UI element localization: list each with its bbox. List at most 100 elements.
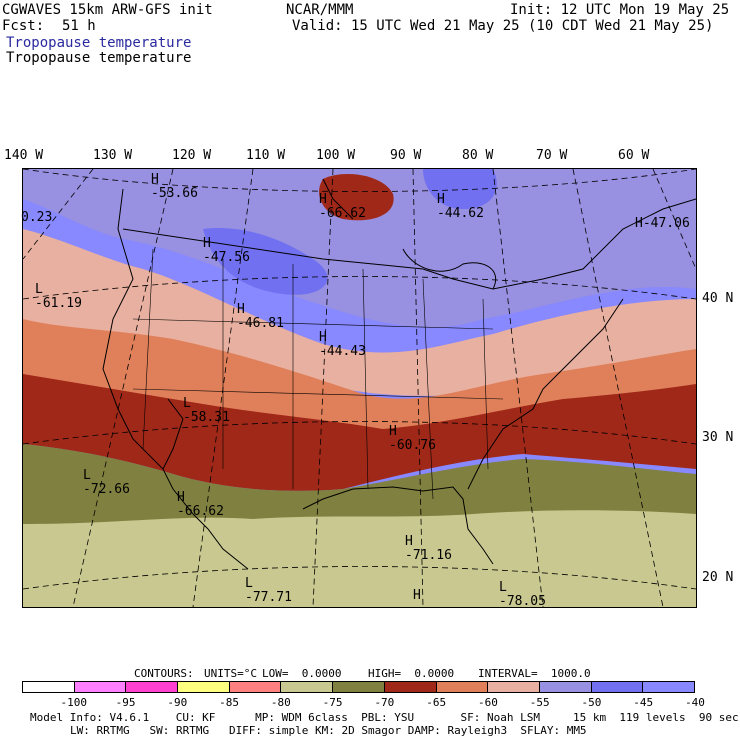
color-swatch	[126, 682, 179, 692]
map-panel: H -53.66 0.23 H -66.62 H -44.62 H-47.06 H -4…	[21, 168, 697, 609]
center-label: H -46.81	[237, 303, 284, 331]
center-value: -66.62	[319, 206, 366, 221]
field-title: Tropopause temperature	[6, 50, 192, 66]
color-bar-tick-label: -65	[426, 696, 447, 709]
color-swatch	[643, 682, 694, 692]
center-value: -47.06	[642, 216, 690, 231]
center-symbol: H	[635, 216, 643, 231]
color-swatch	[488, 682, 540, 692]
band-minus-70	[23, 444, 696, 532]
center-value: -53.66	[151, 186, 198, 201]
color-swatch	[178, 682, 230, 692]
center-label: H -47.56	[203, 237, 250, 265]
init-time: Init: 12 UTC Mon 19 May 25	[510, 2, 730, 18]
low-value: LOW= 0.0000	[262, 667, 342, 680]
center-label: H -53.66	[151, 173, 198, 201]
center-symbol: H	[177, 490, 185, 505]
center-value: -77.71	[245, 590, 292, 605]
model-info-line: Model Info: V4.6.1 CU: KF MP: WDM 6class…	[30, 711, 739, 724]
lon-label-100w: 100 W	[316, 148, 356, 163]
warm-patch-hudson	[423, 169, 497, 209]
color-swatch	[281, 682, 334, 692]
color-swatch	[436, 682, 489, 692]
lon-label-130w: 130 W	[93, 148, 133, 163]
graticule	[23, 169, 696, 607]
color-swatch	[333, 682, 385, 692]
center-symbol: H	[203, 236, 211, 251]
color-bar-tick-label: -55	[529, 696, 550, 709]
color-bar-tick-label: -70	[374, 696, 395, 709]
contours-label: CONTOURS:	[134, 667, 194, 680]
band-minus-55	[23, 229, 696, 396]
valid-time: Valid: 15 UTC Wed 21 May 25 (10 CDT Wed …	[292, 18, 714, 34]
center-symbol: H	[405, 534, 413, 549]
center-symbol: H	[413, 588, 421, 603]
color-swatch	[591, 682, 644, 692]
cold-core-canada	[319, 174, 394, 221]
color-bar-tick-label: -50	[581, 696, 602, 709]
center-symbol: L	[245, 576, 253, 591]
center-value: -58.31	[183, 410, 230, 425]
lon-label-140w: 140 W	[4, 148, 44, 163]
lon-label-60w: 60 W	[618, 148, 650, 163]
color-bar-tick-label: -80	[270, 696, 291, 709]
color-bar-tick-label: -95	[115, 696, 136, 709]
lon-label-120w: 120 W	[172, 148, 212, 163]
band-minus-75	[23, 510, 696, 607]
org-label: NCAR/MMM	[286, 2, 354, 18]
center-symbol: L	[499, 580, 507, 595]
center-label: H -66.62	[177, 491, 224, 519]
field-title-blue: Tropopause temperature	[6, 35, 192, 51]
forecast-hour: 51 h	[62, 18, 96, 34]
color-bar-tick-label: -85	[219, 696, 239, 709]
color-bar	[22, 681, 695, 693]
color-bar-tick-label: -40	[685, 696, 705, 709]
center-value: -46.81	[237, 316, 284, 331]
lon-label-80w: 80 W	[462, 148, 494, 163]
center-label: H -60.76	[389, 425, 436, 453]
color-bar-tick-label: -100	[60, 696, 88, 709]
coastlines	[102, 178, 696, 570]
center-label: L -77.71	[245, 577, 292, 605]
center-symbol: H	[151, 172, 159, 187]
color-bar-tick-label: -60	[477, 696, 498, 709]
color-bar-tick-label: -75	[322, 696, 343, 709]
color-bar-tick-label: -45	[633, 696, 654, 709]
center-value: -72.66	[83, 482, 130, 497]
lat-label-30n: 30 N	[702, 430, 734, 445]
center-label: H -44.43	[319, 331, 366, 359]
center-value: -66.62	[177, 504, 224, 519]
lat-label-20n: 20 N	[702, 570, 734, 585]
center-symbol: H	[319, 192, 327, 207]
center-value: -61.19	[35, 296, 82, 311]
model-title: CGWAVES 15km ARW-GFS init	[2, 2, 213, 18]
center-label: L -61.19	[35, 283, 82, 311]
center-symbol: H	[437, 192, 445, 207]
center-value: 0.23	[21, 210, 53, 225]
center-label: L -58.31	[183, 397, 230, 425]
center-symbol: H	[389, 424, 397, 439]
lon-label-70w: 70 W	[536, 148, 568, 163]
lat-label-40n: 40 N	[702, 291, 734, 306]
color-bar-tick-label: °C	[727, 696, 740, 709]
color-swatch	[229, 682, 282, 692]
color-swatch	[539, 682, 592, 692]
color-swatch	[23, 682, 75, 692]
center-label: H-47.06	[635, 217, 690, 231]
center-label: L -72.66	[83, 469, 130, 497]
color-swatch	[384, 682, 437, 692]
center-value: -44.43	[319, 344, 366, 359]
center-label: H -66.62	[319, 193, 366, 221]
center-label: L -78.05	[499, 581, 546, 609]
interval-value: INTERVAL= 1000.0	[478, 667, 591, 680]
lon-label-110w: 110 W	[246, 148, 286, 163]
warm-patch-plains	[203, 228, 328, 295]
color-bar-tick-label: -90	[167, 696, 188, 709]
center-value: -78.05	[499, 594, 546, 609]
center-label: H -44.62	[437, 193, 484, 221]
center-symbol: H	[319, 330, 327, 345]
forecast-label: Fcst:	[2, 18, 45, 34]
center-value: -60.76	[389, 438, 436, 453]
center-symbol: L	[35, 282, 43, 297]
state-borders	[132, 248, 504, 500]
